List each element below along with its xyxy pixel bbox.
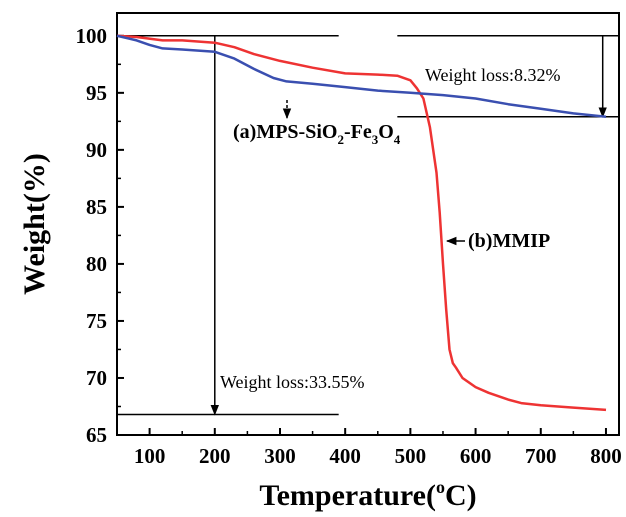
- y-tick-label-95: 95: [86, 81, 107, 105]
- y-tick-label-80: 80: [86, 252, 107, 276]
- series-label-b: (b)MMIP: [468, 230, 550, 252]
- series-line-0: [116, 34, 607, 412]
- x-tick-label-700: 700: [525, 444, 557, 468]
- y-tick-label-75: 75: [86, 309, 107, 333]
- x-axis-title-sup: o: [436, 477, 445, 497]
- weight-loss-label-a: Weight loss:8.32%: [425, 65, 561, 85]
- x-tick-label-500: 500: [395, 444, 427, 468]
- label-a-part2: -Fe: [344, 121, 372, 143]
- x-axis-title: Temperature(oC): [259, 477, 476, 512]
- weight-loss-label-b: Weight loss:33.55%: [220, 372, 365, 392]
- label-a-part3: O: [378, 121, 394, 143]
- y-tick-label-85: 85: [86, 195, 107, 219]
- series-label-a: (a)MPS-SiO2-Fe3O4: [233, 121, 401, 147]
- x-tick-label-600: 600: [460, 444, 492, 468]
- x-axis-title-tail: C): [445, 479, 477, 512]
- label-a-sub1: 2: [337, 132, 344, 147]
- x-tick-label-300: 300: [264, 444, 296, 468]
- label-a-sub3: 4: [394, 132, 401, 147]
- y-axis-title: Weight(%): [18, 153, 51, 295]
- series-line-1: [116, 34, 607, 119]
- y-tick-label-65: 65: [86, 423, 107, 447]
- series-label-arrows: [282, 100, 465, 246]
- plot-frame: [116, 12, 620, 436]
- x-tick-label-800: 800: [590, 444, 622, 468]
- label-a-sub2: 3: [372, 132, 379, 147]
- label-a-part1: (a)MPS-SiO: [233, 121, 337, 143]
- y-tick-label-100: 100: [76, 24, 108, 48]
- y-tick-label-70: 70: [86, 366, 107, 390]
- axis-tick-labels: 100 200 300 400 500 600 700 800 65 70 75 80 85 90 95 10…: [76, 24, 622, 468]
- x-axis-title-main: Temperature(: [259, 479, 436, 512]
- weight-loss-reference-lines: [117, 35, 619, 416]
- y-tick-label-90: 90: [86, 138, 107, 162]
- x-tick-label-100: 100: [134, 444, 166, 468]
- x-tick-label-200: 200: [199, 444, 231, 468]
- x-tick-label-400: 400: [329, 444, 361, 468]
- series-layer: [116, 34, 607, 412]
